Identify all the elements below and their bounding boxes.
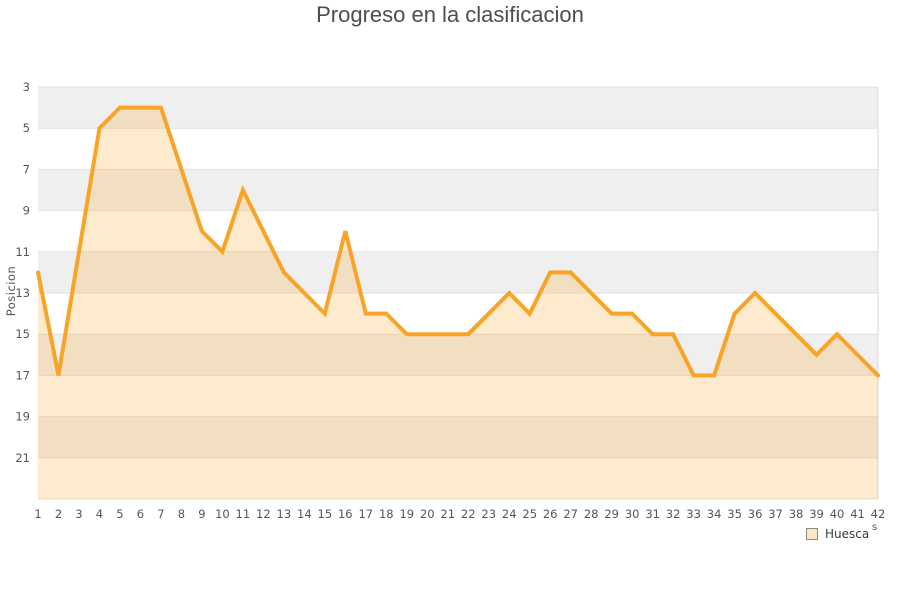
y-axis-tick-label: 9: [23, 204, 30, 218]
x-axis-tick-label: 12: [256, 507, 271, 521]
grid-band: [38, 334, 878, 376]
x-axis-tick-label: 17: [358, 507, 373, 521]
x-axis-tick-label: 28: [584, 507, 599, 521]
x-axis-tick-label: 9: [198, 507, 205, 521]
y-axis-tick-label: 13: [15, 286, 30, 300]
x-axis-tick-label: 2: [55, 507, 62, 521]
x-axis-tick-label: 22: [461, 507, 476, 521]
x-axis-tick-label: 37: [768, 507, 783, 521]
grid-band: [38, 375, 878, 417]
x-axis-tick-label: 42: [871, 507, 886, 521]
grid-band: [38, 87, 878, 129]
x-axis-tick-label: 7: [157, 507, 164, 521]
area-fill: [38, 107, 878, 499]
x-axis-tick-label: 14: [297, 507, 312, 521]
legend-label: Huesca: [825, 527, 870, 541]
y-axis-title: Posicion: [4, 265, 18, 317]
x-axis-tick-label: 21: [440, 507, 455, 521]
x-axis-tick-label: 6: [137, 507, 144, 521]
x-axis-tick-label: 5: [116, 507, 123, 521]
y-axis-tick-label: 15: [15, 327, 30, 341]
y-axis-tick-label: 21: [15, 451, 30, 465]
y-axis-tick-label: 5: [23, 121, 30, 135]
x-axis-tick-label: 25: [522, 507, 537, 521]
chart-title: Progreso en la clasificacion: [316, 2, 584, 27]
x-axis-tick-label: 16: [338, 507, 353, 521]
x-axis-tick-label: 40: [830, 507, 845, 521]
grid-band: [38, 416, 878, 458]
y-axis-tick-label: 11: [15, 245, 30, 259]
y-axis-tick-label: 3: [23, 80, 30, 94]
x-axis-tick-label: 13: [277, 507, 292, 521]
x-axis-tick-label: 3: [75, 507, 82, 521]
x-axis-suffix-text: s: [872, 522, 878, 533]
x-axis-tick-label: 26: [543, 507, 558, 521]
grid-band: [38, 169, 878, 211]
x-axis-tick-label: 24: [502, 507, 517, 521]
grid-band: [38, 210, 878, 252]
series-line: [36, 105, 880, 378]
x-axis-tick-label: 33: [686, 507, 701, 521]
x-axis-tick-label: 4: [96, 507, 103, 521]
x-axis-tick-label: 27: [563, 507, 578, 521]
x-axis-tick-label: 20: [420, 507, 435, 521]
x-axis-tick-label: 30: [625, 507, 640, 521]
x-axis-tick-label: 10: [215, 507, 230, 521]
x-axis-tick-label: 8: [178, 507, 185, 521]
grid-band: [38, 457, 878, 499]
legend-swatch-icon: [806, 528, 818, 540]
x-axis-tick-label: 38: [789, 507, 804, 521]
x-axis-tick-label: 39: [809, 507, 824, 521]
x-axis-tick-label: 23: [481, 507, 496, 521]
x-axis-tick-label: 31: [645, 507, 660, 521]
legend-item-huesca[interactable]: Huesca: [806, 527, 869, 541]
y-axis-tick-label: 17: [15, 368, 30, 382]
x-axis-tick-label: 34: [707, 507, 722, 521]
grid-band: [38, 293, 878, 335]
x-axis-tick-label: 11: [236, 507, 251, 521]
x-axis-tick-label: 15: [318, 507, 333, 521]
grid-band: [38, 251, 878, 293]
x-axis-tick-label: 32: [666, 507, 681, 521]
x-axis-tick-label: 41: [850, 507, 865, 521]
x-axis-tick-label: 35: [727, 507, 742, 521]
x-axis-tick-label: 29: [604, 507, 619, 521]
x-axis-tick-label: 36: [748, 507, 763, 521]
y-axis-tick-label: 19: [15, 410, 30, 424]
x-axis-tick-label: 18: [379, 507, 394, 521]
y-axis-tick-label: 7: [23, 162, 30, 176]
x-axis-tick-label: 19: [399, 507, 414, 521]
x-axis-tick-label: 1: [34, 507, 41, 521]
